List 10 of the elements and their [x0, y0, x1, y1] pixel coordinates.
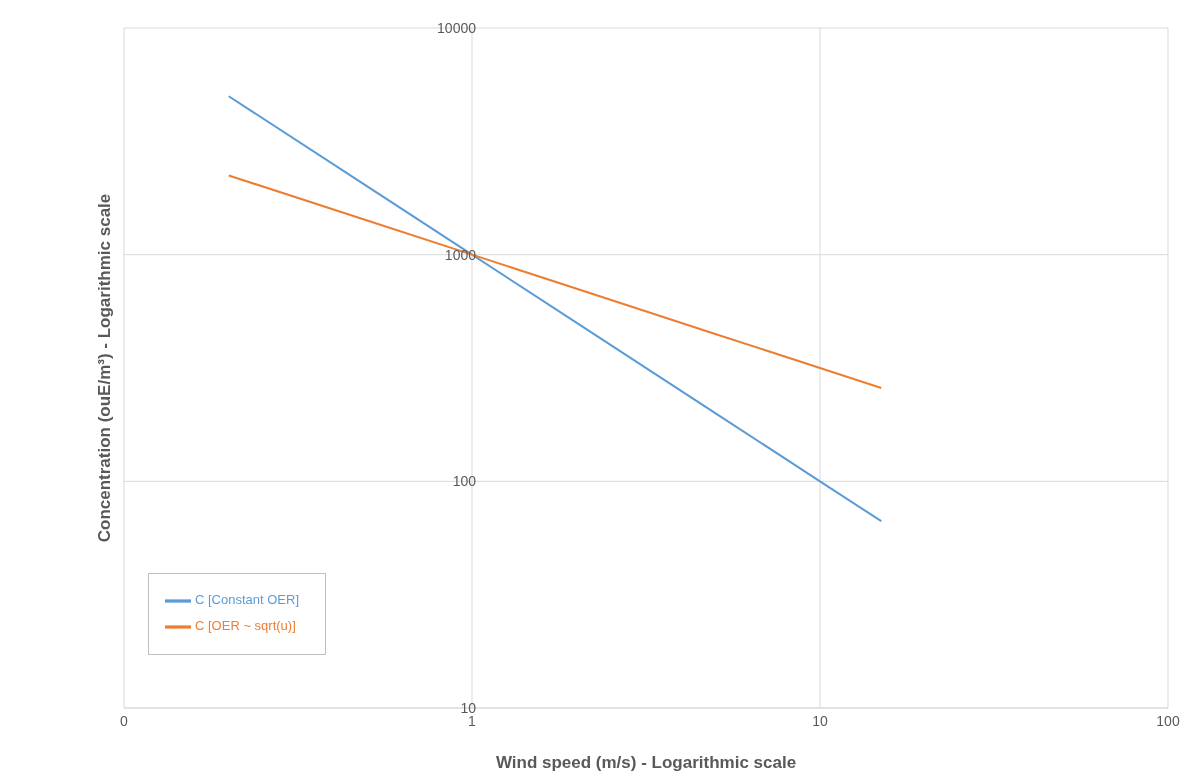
y-axis-title: Concentration (ouE/m³) - Logarithmic scale — [95, 193, 114, 543]
legend-label: C [OER ~ sqrt(u)] — [195, 618, 296, 634]
y-tick-label: 10000 — [437, 20, 477, 36]
x-tick-label: 100 — [1156, 712, 1180, 729]
x-tick-label: 10 — [812, 712, 828, 729]
legend-label: C [Constant OER] — [195, 592, 300, 608]
x-axis-title: Wind speed (m/s) - Logarithmic scale — [495, 753, 797, 772]
y-tick-label: 100 — [452, 473, 477, 490]
x-tick-label: 0 — [120, 712, 129, 729]
y-tick-label: 1000 — [444, 246, 477, 263]
